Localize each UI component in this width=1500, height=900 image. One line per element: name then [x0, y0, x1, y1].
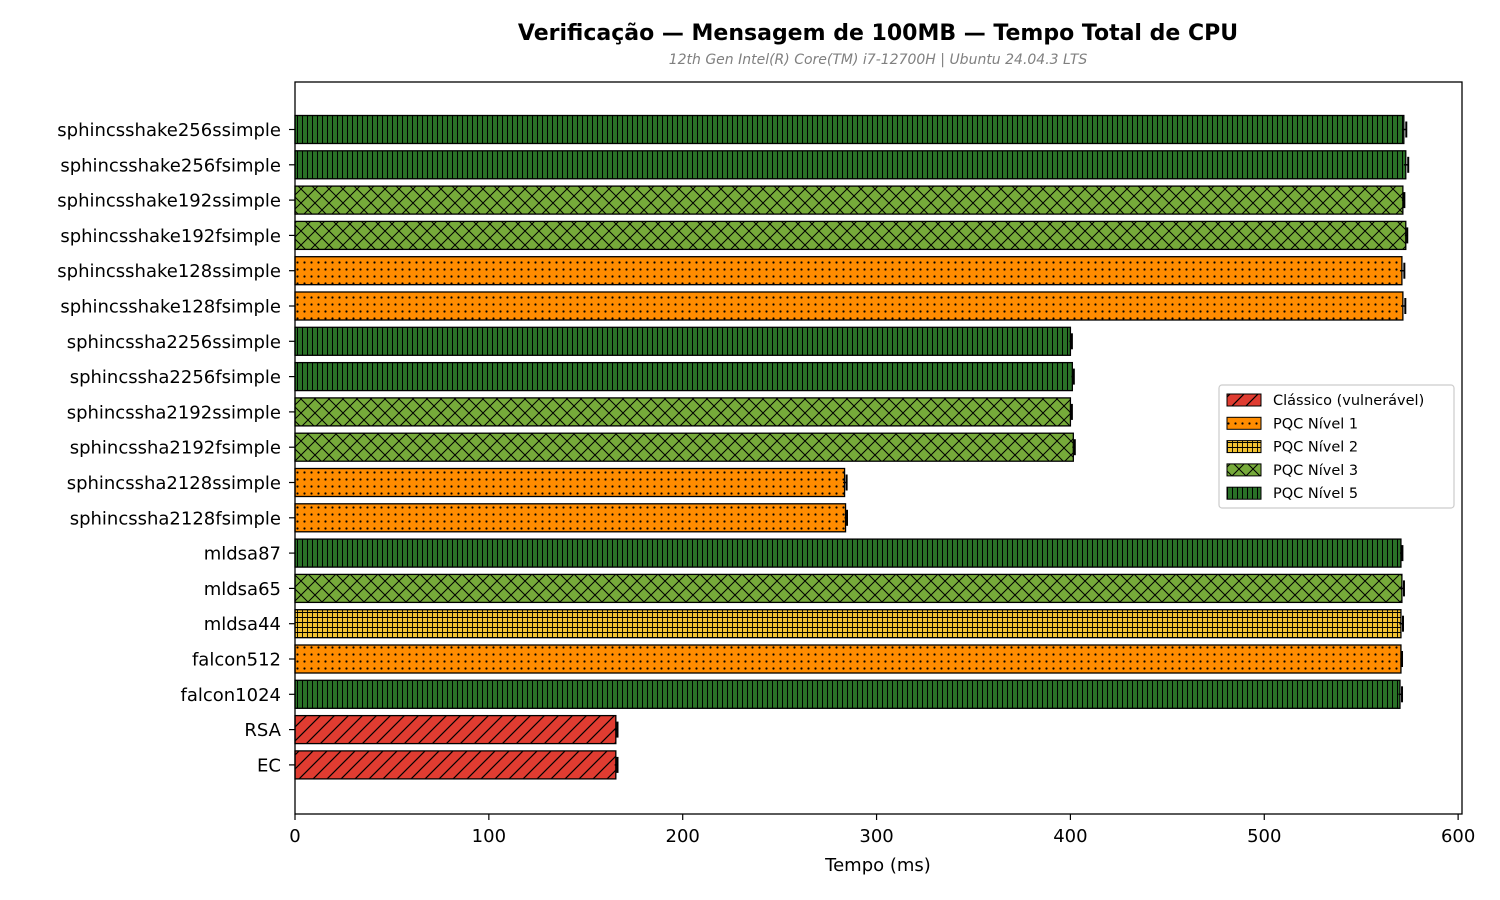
y-tick-label: sphincssha2256ssimple [67, 332, 281, 353]
y-tick-label: sphincssha2192fsimple [70, 438, 281, 459]
legend-label: PQC Nível 1 [1273, 416, 1358, 432]
bar-mldsa44 [294, 609, 1402, 639]
legend-swatch-nivel1 [1226, 416, 1262, 430]
chart-subtitle: 12th Gen Intel(R) Core(TM) i7-12700H | U… [669, 52, 1088, 68]
y-tick-label: sphincsshake192fsimple [60, 226, 281, 247]
x-tick-label: 300 [859, 826, 893, 847]
x-tick-label: 500 [1247, 826, 1281, 847]
bar-sphincssha2256fsimple [294, 361, 1074, 392]
y-tick-label: sphincssha2128fsimple [70, 508, 281, 529]
x-tick-label: 400 [1053, 826, 1087, 847]
legend-swatch-nivel2 [1226, 440, 1262, 454]
y-tick-label: sphincsshake256fsimple [60, 155, 281, 176]
bar-falcon512 [294, 644, 1402, 674]
bar-sphincssha2192ssimple [294, 397, 1072, 427]
legend-swatch-nivel3 [1226, 463, 1262, 477]
bar-mldsa65 [294, 573, 1403, 604]
bar-sphincssha2192fsimple [294, 432, 1074, 462]
x-tick-label: 200 [666, 826, 700, 847]
bar-sphincsshake192fsimple [294, 220, 1407, 251]
y-tick-label: sphincsshake128ssimple [57, 261, 281, 282]
bar-sphincsshake256ssimple [294, 114, 1405, 145]
legend-label: PQC Nível 3 [1273, 463, 1358, 479]
bar-sphincsshake192ssimple [294, 185, 1404, 215]
legend: Clássico (vulnerável) PQC Nível 1 PQC Níve… [1218, 384, 1455, 509]
legend-swatch-nivel5 [1226, 486, 1262, 500]
bar-sphincsshake256fsimple [294, 150, 1407, 180]
y-tick-label: EC [257, 755, 281, 776]
y-tick-label: mldsa87 [204, 544, 281, 565]
chart-title: Verificação — Mensagem de 100MB — Tempo … [518, 21, 1238, 46]
y-tick-label: sphincsshake192ssimple [57, 191, 281, 212]
x-axis-ticks: 0 100 200 300 400 500 600 [289, 814, 1475, 847]
y-tick-label: sphincssha2128ssimple [67, 473, 281, 494]
y-tick-label: RSA [244, 720, 281, 741]
legend-label: Clássico (vulnerável) [1273, 393, 1424, 409]
x-axis-label: Tempo (ms) [824, 855, 931, 876]
y-tick-label: mldsa44 [204, 614, 281, 635]
legend-label: PQC Nível 2 [1273, 440, 1358, 456]
bar-sphincssha2128ssimple [294, 467, 846, 498]
y-tick-label: sphincssha2192ssimple [67, 402, 281, 423]
bar-sphincsshake128fsimple [294, 291, 1404, 321]
y-axis-ticks: sphincsshake256ssimple sphincsshake256fsi… [57, 120, 295, 776]
bar-sphincssha2256ssimple [294, 326, 1072, 356]
x-tick-label: 600 [1441, 826, 1475, 847]
bar-RSA [294, 714, 617, 745]
x-tick-label: 0 [289, 826, 300, 847]
y-tick-label: sphincsshake256ssimple [57, 120, 281, 141]
bar-sphincssha2128fsimple [294, 503, 847, 533]
legend-label: PQC Nível 5 [1273, 486, 1358, 502]
plot-frame [294, 81, 1463, 815]
y-tick-label: sphincssha2256fsimple [70, 367, 281, 388]
bar-mldsa87 [294, 538, 1402, 568]
y-tick-label: falcon512 [192, 650, 281, 671]
bars-layer [294, 114, 1410, 780]
y-tick-label: sphincsshake128fsimple [60, 297, 281, 318]
legend-frame [1218, 384, 1455, 509]
y-tick-label: falcon1024 [181, 685, 282, 706]
x-tick-label: 100 [472, 826, 506, 847]
bar-falcon1024 [294, 679, 1401, 709]
legend-swatch-classico [1226, 393, 1262, 407]
bar-sphincsshake128ssimple [294, 256, 1403, 286]
y-tick-label: mldsa65 [204, 579, 281, 600]
bar-EC [294, 750, 617, 780]
